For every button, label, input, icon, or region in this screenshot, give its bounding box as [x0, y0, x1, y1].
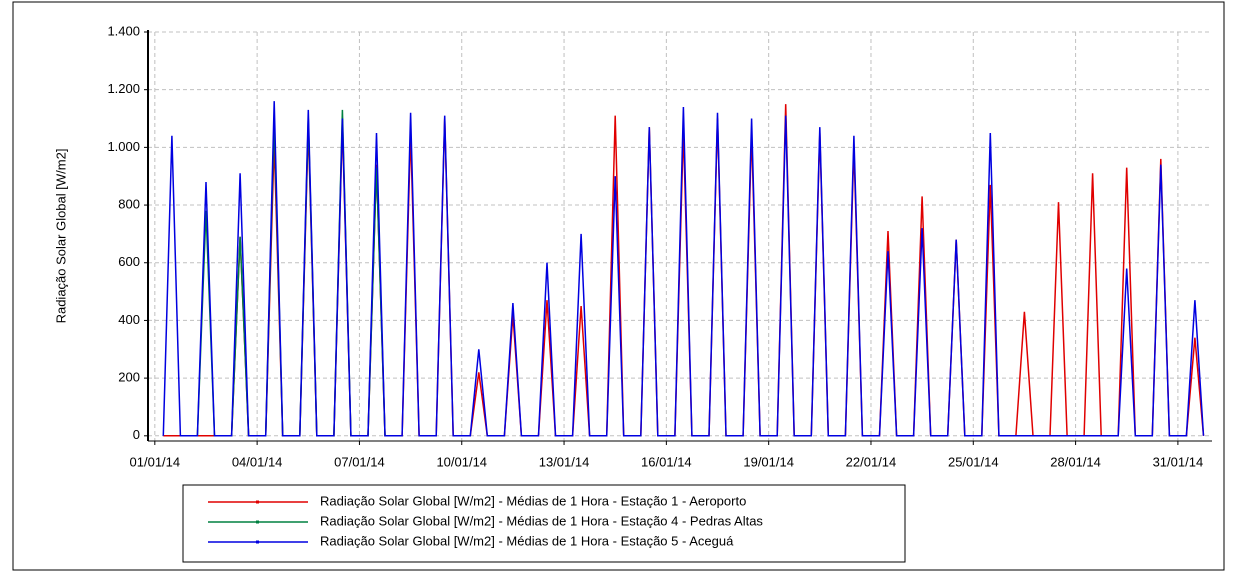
y-tick-label: 600: [118, 254, 140, 269]
x-tick-label: 25/01/14: [948, 454, 999, 469]
series-line: [162, 101, 1205, 437]
y-tick-label: 1.000: [107, 139, 140, 154]
x-tick-label: 28/01/14: [1050, 454, 1101, 469]
series-line: [196, 109, 386, 437]
y-tick-label: 400: [118, 312, 140, 327]
x-tick-label: 10/01/14: [436, 454, 487, 469]
y-tick-label: 1.200: [107, 81, 140, 96]
legend-marker: [256, 540, 259, 544]
x-tick-label: 16/01/14: [641, 454, 692, 469]
x-tick-label: 07/01/14: [334, 454, 385, 469]
x-tick-label: 01/01/14: [130, 454, 181, 469]
legend-label: Radiação Solar Global [W/m2] - Médias de…: [320, 493, 746, 508]
x-tick-label: 19/01/14: [743, 454, 794, 469]
y-tick-label: 1.400: [107, 23, 140, 38]
y-tick-label: 0: [133, 427, 140, 442]
series-line: [163, 104, 1205, 437]
legend-marker: [256, 500, 259, 504]
x-tick-label: 22/01/14: [846, 454, 897, 469]
x-tick-label: 31/01/14: [1153, 454, 1204, 469]
legend-box: [182, 484, 906, 563]
x-tick-label: 13/01/14: [539, 454, 590, 469]
y-tick-label: 200: [118, 370, 140, 385]
legend-marker: [256, 520, 259, 524]
legend-label: Radiação Solar Global [W/m2] - Médias de…: [320, 513, 763, 528]
x-tick-label: 04/01/14: [232, 454, 283, 469]
legend-label: Radiação Solar Global [W/m2] - Médias de…: [320, 533, 734, 548]
chart-border: [12, 1, 1225, 571]
y-axis-label: Radiação Solar Global [W/m2]: [53, 149, 68, 324]
y-tick-label: 800: [118, 196, 140, 211]
